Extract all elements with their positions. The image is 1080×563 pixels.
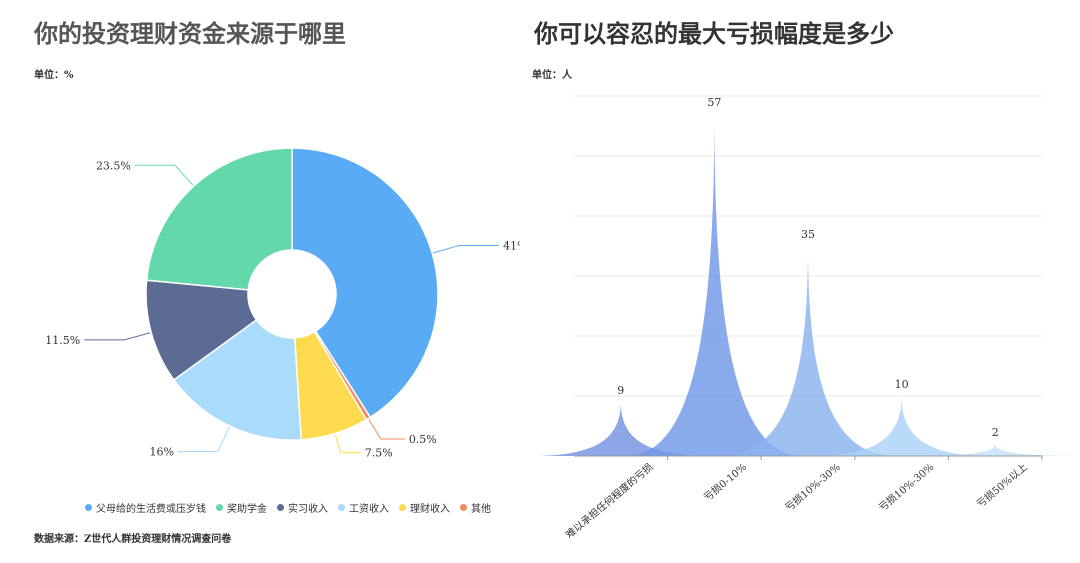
legend-label: 理财收入 xyxy=(410,504,450,515)
pie-legend: 父母给的生活费或压岁钱 奖助学金 实习收入 工资收入 理财收入 其他 xyxy=(85,500,491,515)
slice-value-label: 23.5% xyxy=(96,159,131,172)
x-axis-tick-label: 亏损0-10% xyxy=(701,460,749,503)
value-peak[interactable] xyxy=(812,396,991,456)
data-source: 数据来源：Z世代人群投资理财情况调查问卷 xyxy=(34,534,232,545)
legend-marker-icon xyxy=(460,504,467,511)
pie-slice[interactable] xyxy=(145,147,293,291)
legend-item[interactable]: 理财收入 xyxy=(399,500,450,515)
slice-leader-line xyxy=(334,434,361,454)
peak-value-label: 9 xyxy=(617,384,624,397)
legend-label: 其他 xyxy=(471,504,491,515)
legend-marker-icon xyxy=(85,504,92,511)
pie-chart-panel: 你的投资理财资金来源于哪里 单位：% 41% 0.5% 7.5% 16% 11.5% 23… xyxy=(0,0,520,563)
legend-label: 实习收入 xyxy=(288,504,328,515)
slice-leader-line xyxy=(433,244,500,254)
pie-unit-label: 单位：% xyxy=(34,70,74,81)
legend-marker-icon xyxy=(216,504,223,511)
x-axis-tick-label: 难以承担任何程度的亏损 xyxy=(563,460,656,541)
value-peak[interactable] xyxy=(625,114,804,456)
peak-value-label: 10 xyxy=(895,378,909,391)
slice-value-label: 7.5% xyxy=(365,447,393,460)
slice-value-label: 11.5% xyxy=(45,334,80,347)
peak-area-chart: 9 57 35 10 2 难以承担任何程度的亏损 亏损0-10% 亏损10%-30% 亏损10%… xyxy=(531,95,1080,541)
legend-item[interactable]: 奖助学金 xyxy=(216,500,267,515)
value-peak[interactable] xyxy=(719,246,897,456)
peak-chart-panel: 你可以容忍的最大亏损幅度是多少 单位：人 9 57 35 10 2 难以承担任何程度的亏损… xyxy=(520,0,1080,563)
slice-value-label: 16% xyxy=(149,445,173,458)
value-peak[interactable] xyxy=(906,444,1080,456)
peak-chart-title: 你可以容忍的最大亏损幅度是多少 xyxy=(534,19,894,48)
legend-label: 父母给的生活费或压岁钱 xyxy=(96,504,206,515)
pie-slice[interactable] xyxy=(145,279,258,381)
legend-item[interactable]: 父母给的生活费或压岁钱 xyxy=(85,500,206,515)
peak-value-label: 35 xyxy=(801,228,815,241)
legend-marker-icon xyxy=(338,504,345,511)
slice-leader-line xyxy=(368,419,405,440)
legend-marker-icon xyxy=(399,504,406,511)
pie-slice[interactable] xyxy=(291,147,439,419)
value-peak[interactable] xyxy=(531,402,710,456)
x-axis-tick-label: 亏损50%以上 xyxy=(974,460,1030,510)
legend-item[interactable]: 其他 xyxy=(460,500,491,515)
x-axis-tick-label: 亏损10%-30% xyxy=(782,460,842,514)
slice-leader-line xyxy=(134,164,194,186)
slice-leader-line xyxy=(177,426,230,452)
legend-item[interactable]: 实习收入 xyxy=(277,500,328,515)
legend-label: 奖助学金 xyxy=(227,504,267,515)
legend-label: 工资收入 xyxy=(349,504,389,515)
slice-value-label: 41% xyxy=(503,239,520,252)
donut-chart: 41% 0.5% 7.5% 16% 11.5% 23.5% xyxy=(45,147,520,460)
pie-slice[interactable] xyxy=(172,318,302,441)
legend-item[interactable]: 工资收入 xyxy=(338,500,389,515)
peak-value-label: 57 xyxy=(707,96,721,109)
slice-value-label: 0.5% xyxy=(409,433,437,446)
peak-unit-label: 单位：人 xyxy=(532,70,572,81)
pie-chart-title: 你的投资理财资金来源于哪里 xyxy=(34,19,346,48)
slice-leader-line xyxy=(84,332,151,341)
legend-marker-icon xyxy=(277,504,284,511)
peak-value-label: 2 xyxy=(992,426,999,439)
x-axis-tick-label: 亏损10%-30% xyxy=(876,460,936,514)
